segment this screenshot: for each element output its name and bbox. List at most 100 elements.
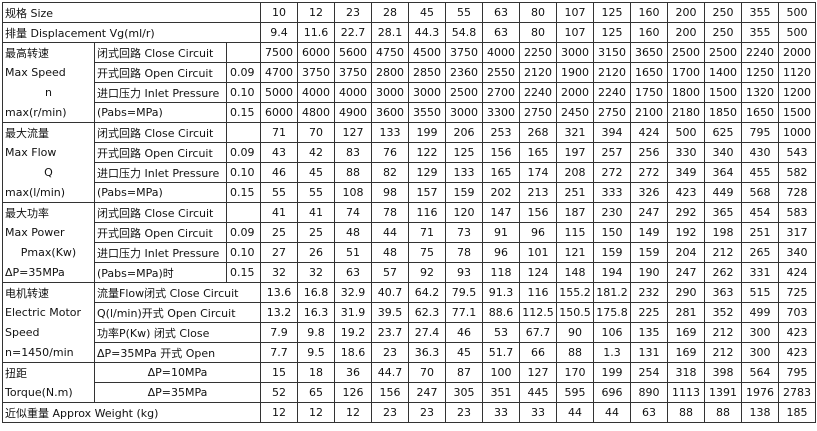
value-cell: 67.7 <box>519 322 558 343</box>
value-cell: 4900 <box>334 102 373 123</box>
value-cell: 87 <box>445 362 484 383</box>
value-cell: 424 <box>778 262 817 283</box>
value-cell: 12 <box>334 402 373 423</box>
value-cell: 13.6 <box>260 282 299 303</box>
value-cell: 80 <box>519 2 558 23</box>
value-cell: 125 <box>593 22 632 43</box>
group-label: Max Speed <box>2 62 95 83</box>
value-cell: 1976 <box>741 382 780 403</box>
value-cell: 159 <box>445 182 484 203</box>
value-cell: 57 <box>371 262 410 283</box>
value-cell: 543 <box>778 142 817 163</box>
value-cell: 423 <box>778 322 817 343</box>
value-cell: 262 <box>704 262 743 283</box>
value-cell: 208 <box>556 162 595 183</box>
value-cell: 88.6 <box>482 302 521 323</box>
value-cell: 51 <box>334 242 373 263</box>
value-cell: 160 <box>630 2 669 23</box>
value-cell: 16.8 <box>297 282 336 303</box>
value-cell: 138 <box>741 402 780 423</box>
value-cell: 212 <box>704 322 743 343</box>
value-cell: 28 <box>371 2 410 23</box>
table-row: 最大功率 闭式回路 Close Circuit 41 41 74 78 116 120 147 1… <box>2 202 817 223</box>
value-cell: 198 <box>704 222 743 243</box>
value-cell: 187 <box>556 202 595 223</box>
value-cell: 257 <box>593 142 632 163</box>
value-cell: 91 <box>482 222 521 243</box>
value-cell: 55 <box>260 182 299 203</box>
value-cell: 44.3 <box>408 22 447 43</box>
value-cell: 2240 <box>593 82 632 103</box>
value-cell: 2850 <box>408 62 447 83</box>
pressure: 0.15 <box>225 182 262 203</box>
value-cell: 36 <box>334 362 373 383</box>
value-cell: 317 <box>778 222 817 243</box>
value-cell: 7500 <box>260 42 299 63</box>
value-cell: 25 <box>297 222 336 243</box>
value-cell: 122 <box>408 142 447 163</box>
table-row: 电机转速 流量Flow闭式 Close Circuit 13.6 16.8 32.9 40… <box>2 282 817 303</box>
table-row: Q 进口压力 Inlet Pressure 0.10 46 45 88 82 129 133 16… <box>2 162 817 183</box>
value-cell: 96 <box>482 242 521 263</box>
value-cell: 45 <box>445 342 484 363</box>
value-cell: 3750 <box>334 62 373 83</box>
value-cell: 121 <box>556 242 595 263</box>
value-cell: 115 <box>556 222 595 243</box>
value-cell: 91.3 <box>482 282 521 303</box>
table-row: 规格 Size 10 12 23 28 45 55 63 80 107 125 160 200 250 35… <box>1 2 817 23</box>
table-row: n 进口压力 Inlet Pressure 0.10 5000 4000 4000 3000… <box>2 82 817 103</box>
value-cell: 147 <box>482 202 521 223</box>
value-cell: 5600 <box>334 42 373 63</box>
value-cell: 62.3 <box>408 302 447 323</box>
value-cell: 80 <box>519 22 558 43</box>
value-cell: 2500 <box>667 42 706 63</box>
value-cell: 70 <box>408 362 447 383</box>
value-cell: 33 <box>482 402 521 423</box>
group-label: max(r/min) <box>2 102 95 123</box>
value-cell: 212 <box>704 342 743 363</box>
table-row: Pmax(Kw) 进口压力 Inlet Pressure 0.10 27 26 51 48 7… <box>2 242 817 263</box>
value-cell: 583 <box>778 202 817 223</box>
value-cell: 200 <box>667 2 706 23</box>
sub-label: 开式回路 Open Circuit <box>94 222 227 243</box>
value-cell: 430 <box>741 142 780 163</box>
value-cell: 1391 <box>704 382 743 403</box>
value-cell: 32.9 <box>334 282 373 303</box>
value-cell: 445 <box>519 382 558 403</box>
value-cell: 96 <box>519 222 558 243</box>
value-cell: 6000 <box>260 102 299 123</box>
value-cell: 9.5 <box>297 342 336 363</box>
sub-label: 闭式回路 Close Circuit <box>94 202 227 223</box>
value-cell: 135 <box>630 322 669 343</box>
table-row: Max Power 开式回路 Open Circuit 0.09 25 25 48 44 71… <box>2 222 817 243</box>
value-cell: 272 <box>593 162 632 183</box>
value-cell: 349 <box>667 162 706 183</box>
value-cell: 204 <box>667 242 706 263</box>
value-cell: 45 <box>297 162 336 183</box>
value-cell: 1200 <box>778 82 817 103</box>
value-cell: 515 <box>741 282 780 303</box>
value-cell: 159 <box>593 242 632 263</box>
value-cell: 174 <box>519 162 558 183</box>
value-cell: 2120 <box>519 62 558 83</box>
value-cell: 53 <box>482 322 521 343</box>
value-cell: 11.6 <box>297 22 336 43</box>
value-cell: 2000 <box>556 82 595 103</box>
sub-label: (Pabs=MPa) <box>94 102 227 123</box>
value-cell: 725 <box>778 282 817 303</box>
value-cell: 1113 <box>667 382 706 403</box>
value-cell: 77.1 <box>445 302 484 323</box>
value-cell: 500 <box>778 2 817 23</box>
value-cell: 265 <box>741 242 780 263</box>
value-cell: 2800 <box>371 62 410 83</box>
value-cell: 194 <box>593 262 632 283</box>
value-cell: 44 <box>556 402 595 423</box>
value-cell: 23 <box>371 402 410 423</box>
sub-label: Q(l/min)开式 Open Circuit <box>93 302 262 323</box>
group-label: ΔP=35MPa <box>2 262 95 283</box>
value-cell: 78 <box>445 242 484 263</box>
value-cell: 76 <box>371 142 410 163</box>
value-cell: 63 <box>482 22 521 43</box>
value-cell: 365 <box>704 202 743 223</box>
value-cell: 41 <box>260 202 299 223</box>
